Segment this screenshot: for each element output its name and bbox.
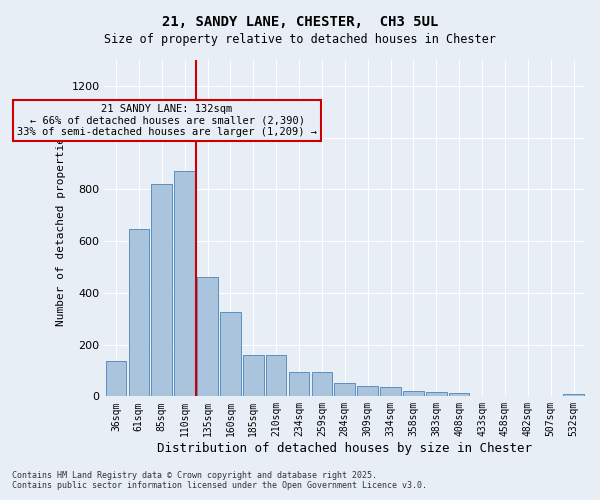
Bar: [449, 393, 469, 396]
Text: 21, SANDY LANE, CHESTER,  CH3 5UL: 21, SANDY LANE, CHESTER, CH3 5UL: [162, 15, 438, 29]
Text: Size of property relative to detached houses in Chester: Size of property relative to detached ho…: [104, 32, 496, 46]
Bar: [197, 278, 218, 396]
Bar: [220, 312, 241, 396]
Bar: [426, 392, 446, 396]
Bar: [243, 355, 263, 397]
Bar: [563, 394, 584, 396]
Text: Contains HM Land Registry data © Crown copyright and database right 2025.
Contai: Contains HM Land Registry data © Crown c…: [12, 470, 427, 490]
Y-axis label: Number of detached properties: Number of detached properties: [56, 130, 66, 326]
X-axis label: Distribution of detached houses by size in Chester: Distribution of detached houses by size …: [157, 442, 532, 455]
Bar: [334, 384, 355, 396]
Bar: [311, 372, 332, 396]
Bar: [151, 184, 172, 396]
Bar: [403, 391, 424, 396]
Bar: [358, 386, 378, 396]
Bar: [266, 355, 286, 397]
Bar: [380, 386, 401, 396]
Bar: [175, 171, 195, 396]
Bar: [106, 362, 126, 396]
Bar: [289, 372, 310, 396]
Bar: [128, 230, 149, 396]
Text: 21 SANDY LANE: 132sqm
← 66% of detached houses are smaller (2,390)
33% of semi-d: 21 SANDY LANE: 132sqm ← 66% of detached …: [17, 104, 317, 137]
